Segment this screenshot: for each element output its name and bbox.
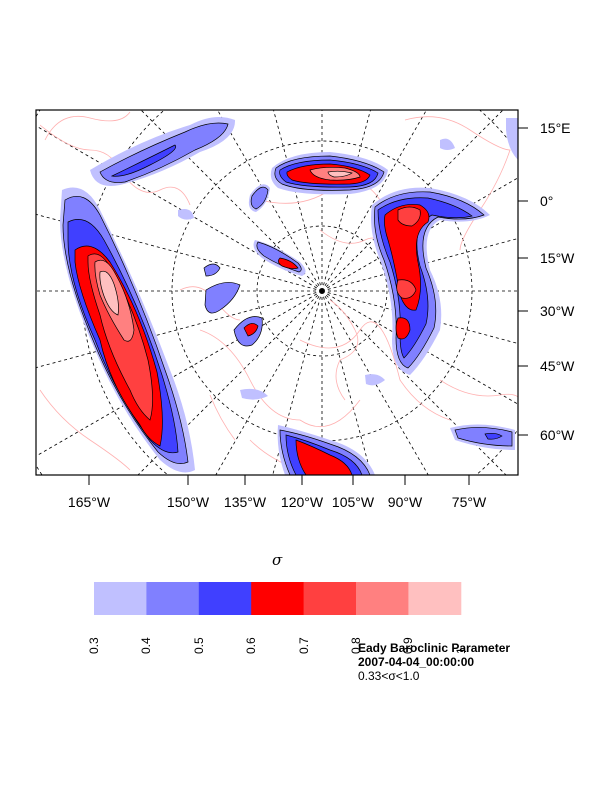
colorbar-tick-label: 0.6 — [244, 637, 259, 654]
meridian-line — [321, 110, 504, 292]
lon-label: 105°W — [331, 494, 375, 510]
colorbar-swatch — [356, 582, 409, 615]
colorbar — [94, 582, 462, 615]
colorbar-swatch — [94, 582, 147, 615]
right-ticks — [518, 127, 528, 436]
colorbar-symbol: σ — [272, 551, 283, 569]
meridian-line — [321, 290, 429, 475]
meridian-line — [215, 290, 323, 475]
info-block: Eady Baroclinic Parameter 2007-04-04_00:… — [358, 641, 510, 683]
colorbar-swatch — [251, 582, 305, 615]
lon-label: 120°W — [280, 494, 324, 510]
lat-label: 15°E — [540, 120, 571, 136]
meridian-line — [321, 177, 518, 292]
lat-label: 15°W — [540, 250, 575, 266]
meridian-line — [321, 290, 518, 405]
meridian-line — [321, 110, 427, 292]
lat-label: 60°W — [540, 427, 575, 443]
lon-label: 135°W — [223, 494, 267, 510]
info-range: 0.33<σ<1.0 — [358, 669, 420, 683]
info-date: 2007-04-04_00:00:00 — [358, 655, 475, 669]
colorbar-tick-label: 0.5 — [191, 637, 206, 654]
lon-label: 165°W — [67, 494, 111, 510]
colorbar-tick-label: 0.4 — [139, 637, 154, 654]
bottom-ticks — [88, 475, 470, 485]
meridian-line — [36, 125, 323, 292]
colorbar-swatch — [408, 582, 462, 615]
colorbar-swatch — [198, 582, 252, 615]
lat-label: 30°W — [540, 303, 575, 319]
meridian-line — [321, 238, 518, 292]
lon-label: 90°W — [387, 494, 423, 510]
colorbar-tick-label: 0.7 — [296, 637, 311, 654]
meridian-line — [36, 213, 323, 292]
colorbar-swatch — [146, 582, 200, 615]
lat-label: 0° — [540, 193, 554, 209]
info-title: Eady Baroclinic Parameter — [358, 641, 511, 655]
lat-label: 45°W — [540, 358, 575, 374]
map-frame — [35, 109, 519, 476]
colorbar-swatch — [303, 582, 357, 615]
lon-label: 75°W — [451, 494, 487, 510]
colorbar-tick-label: 0.3 — [87, 637, 101, 654]
lon-label: 150°W — [166, 494, 210, 510]
contour-fills — [60, 116, 518, 475]
